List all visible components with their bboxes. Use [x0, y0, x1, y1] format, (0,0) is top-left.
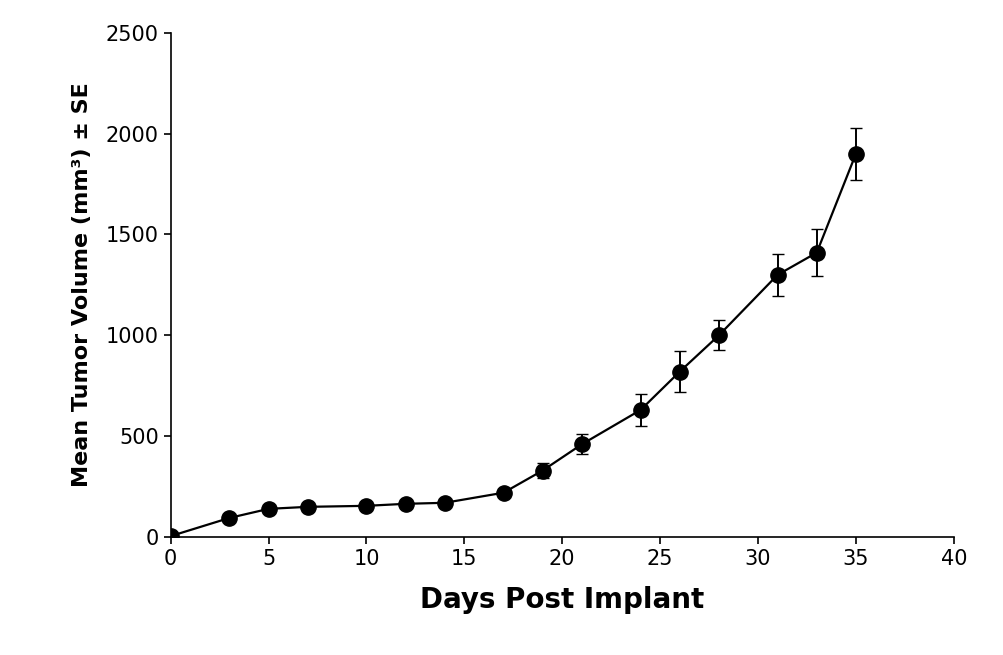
Y-axis label: Mean Tumor Volume (mm³) ± SE: Mean Tumor Volume (mm³) ± SE	[72, 83, 92, 487]
X-axis label: Days Post Implant: Days Post Implant	[419, 586, 704, 614]
